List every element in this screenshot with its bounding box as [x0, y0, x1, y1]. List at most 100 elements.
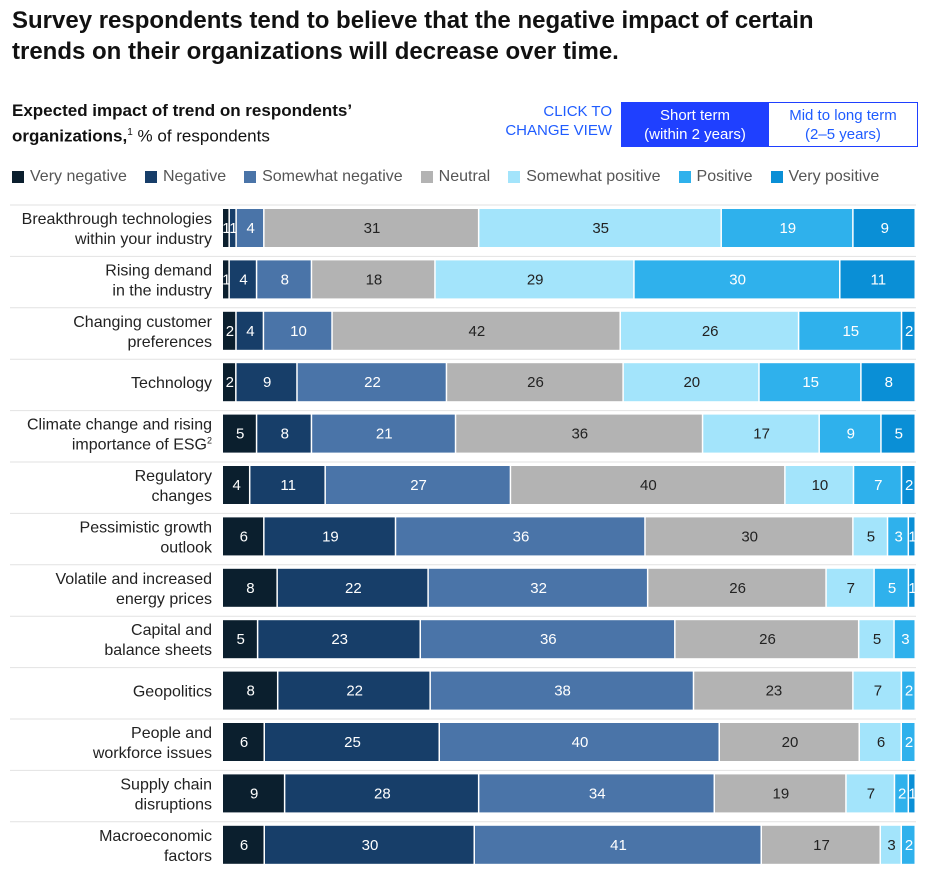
bar-value-label: 30 — [362, 837, 379, 854]
category-label: Climate change and rising — [27, 417, 212, 434]
bar-value-label: 2 — [905, 477, 913, 494]
bar-row: Regulatory changes 4 11 27 40 10 7 2 — [10, 461, 916, 505]
legend-swatch — [244, 171, 257, 183]
subtitle-unit: % of respondents — [132, 126, 270, 146]
category-label: Supply chain — [120, 776, 212, 793]
bar-value-label: 3 — [887, 837, 895, 854]
bar-value-label: 28 — [374, 785, 391, 802]
bar-segment-somewhat-negative — [428, 568, 647, 607]
bar-value-label: 6 — [240, 837, 248, 854]
legend-label: Neutral — [438, 168, 491, 185]
bar-value-label: 30 — [741, 528, 758, 545]
bar-segment-neutral — [511, 466, 785, 504]
bar-segment-somewhat-positive — [860, 723, 901, 761]
category-label: Volatile and increased — [55, 571, 212, 588]
bar-value-label: 2 — [898, 785, 906, 802]
click-to-change-view-label: CLICK TO CHANGE VIEW — [478, 102, 612, 140]
bar-value-label: 5 — [236, 426, 244, 443]
short-term-sublabel: (within 2 years) — [644, 125, 746, 143]
category-label: workforce issues — [92, 745, 212, 762]
bar-segment-negative — [265, 723, 439, 761]
bar-segment-somewhat-negative — [430, 671, 693, 710]
bar-value-label: 26 — [527, 374, 544, 391]
bar-segment-positive — [799, 311, 901, 350]
bar-segment-somewhat-negative — [440, 723, 719, 761]
bar-segment-somewhat-positive — [853, 671, 901, 710]
subtitle-footnote: 1 — [127, 127, 133, 138]
bar-segment-very-negative — [223, 311, 236, 350]
category-label: disruptions — [135, 796, 212, 813]
subtitle-bold-line-1: Expected impact of trend on respondents’ — [12, 101, 353, 120]
short-term-toggle-button[interactable]: Short term (within 2 years) — [621, 102, 769, 147]
bar-value-label: 27 — [410, 477, 427, 494]
bar-value-label: 8 — [281, 426, 289, 443]
bar-segment-somewhat-negative — [297, 363, 446, 402]
bar-segment-very-negative — [223, 363, 236, 402]
bar-value-label: 1 — [222, 220, 230, 237]
legend-label: Negative — [162, 168, 227, 185]
bar-value-label: 8 — [246, 580, 254, 597]
bar-value-label: 3 — [895, 528, 903, 545]
bar-segment-very-positive — [861, 363, 915, 402]
bar-value-label: 1 — [222, 271, 230, 288]
bar-segment-positive — [634, 260, 840, 299]
mid-long-term-toggle-button[interactable]: Mid to long term (2–5 years) — [768, 102, 918, 147]
bar-value-label: 2 — [226, 323, 234, 340]
headline-line-2: trends on their organizations will decre… — [12, 38, 619, 65]
bar-value-label: 20 — [782, 734, 799, 751]
bar-row: Volatile and increased energy prices 8 22 32… — [10, 564, 917, 608]
bar-value-label: 26 — [759, 631, 776, 648]
bar-segment-negative — [285, 774, 478, 813]
bar-value-label: 36 — [571, 426, 588, 443]
bar-segment-somewhat-positive — [703, 414, 819, 453]
category-label: Breakthrough technologies — [22, 211, 212, 228]
category-label: energy prices — [116, 591, 212, 608]
bar-value-label: 2 — [226, 374, 234, 391]
bar-value-label: 2 — [905, 734, 913, 751]
bar-segment-very-negative — [223, 568, 277, 607]
bar-segment-positive — [874, 568, 908, 607]
category-label: factors — [164, 848, 212, 865]
bar-value-label: 6 — [240, 734, 248, 751]
legend-swatch — [678, 171, 691, 183]
bar-value-label: 36 — [513, 528, 530, 545]
bar-segment-somewhat-positive — [881, 825, 901, 864]
bar-segment-positive — [854, 466, 901, 504]
bar-segment-negative — [229, 209, 236, 247]
bar-segment-very-positive — [902, 311, 915, 350]
bar-value-label: 20 — [683, 374, 700, 391]
bar-value-label: 40 — [572, 734, 589, 751]
bar-value-label: 38 — [554, 683, 571, 700]
bar-value-label: 11 — [870, 271, 886, 288]
bar-value-label: 19 — [779, 220, 796, 237]
legend-item-somewhat-negative: Somewhat negative — [244, 168, 403, 186]
bar-segment-very-negative — [223, 825, 264, 864]
bar-segment-somewhat-negative — [479, 774, 714, 813]
bar-segment-somewhat-negative — [325, 466, 510, 504]
bar-row: Capital and balance sheets 5 23 36 26 5 3 — [10, 615, 916, 659]
bar-segment-negative — [265, 825, 474, 864]
bar-value-label: 25 — [344, 734, 361, 751]
bar-value-label: 4 — [247, 220, 255, 237]
bar-segment-negative — [229, 260, 256, 299]
bar-segment-positive — [902, 671, 915, 710]
bar-segment-neutral — [715, 774, 846, 813]
bar-value-label: 4 — [233, 477, 241, 494]
category-label: in the industry — [112, 282, 212, 299]
bar-value-label: 23 — [331, 631, 348, 648]
bar-value-label: 1 — [908, 785, 916, 802]
bar-value-label: 2 — [905, 323, 913, 340]
bar-segment-somewhat-positive — [435, 260, 634, 299]
bar-value-label: 2 — [905, 683, 913, 700]
legend-item-very-positive: Very positive — [770, 168, 879, 186]
legend-item-neutral: Neutral — [420, 168, 491, 186]
legend-label: Somewhat positive — [526, 168, 661, 185]
bar-value-label: 35 — [592, 220, 609, 237]
bar-segment-very-positive — [909, 774, 915, 813]
bar-segment-very-negative — [223, 517, 264, 556]
bar-value-label: 2 — [905, 837, 913, 854]
bar-value-label: 41 — [610, 837, 627, 854]
click-label-line-1: CLICK TO — [543, 103, 612, 120]
mid-long-term-sublabel: (2–5 years) — [805, 125, 881, 143]
